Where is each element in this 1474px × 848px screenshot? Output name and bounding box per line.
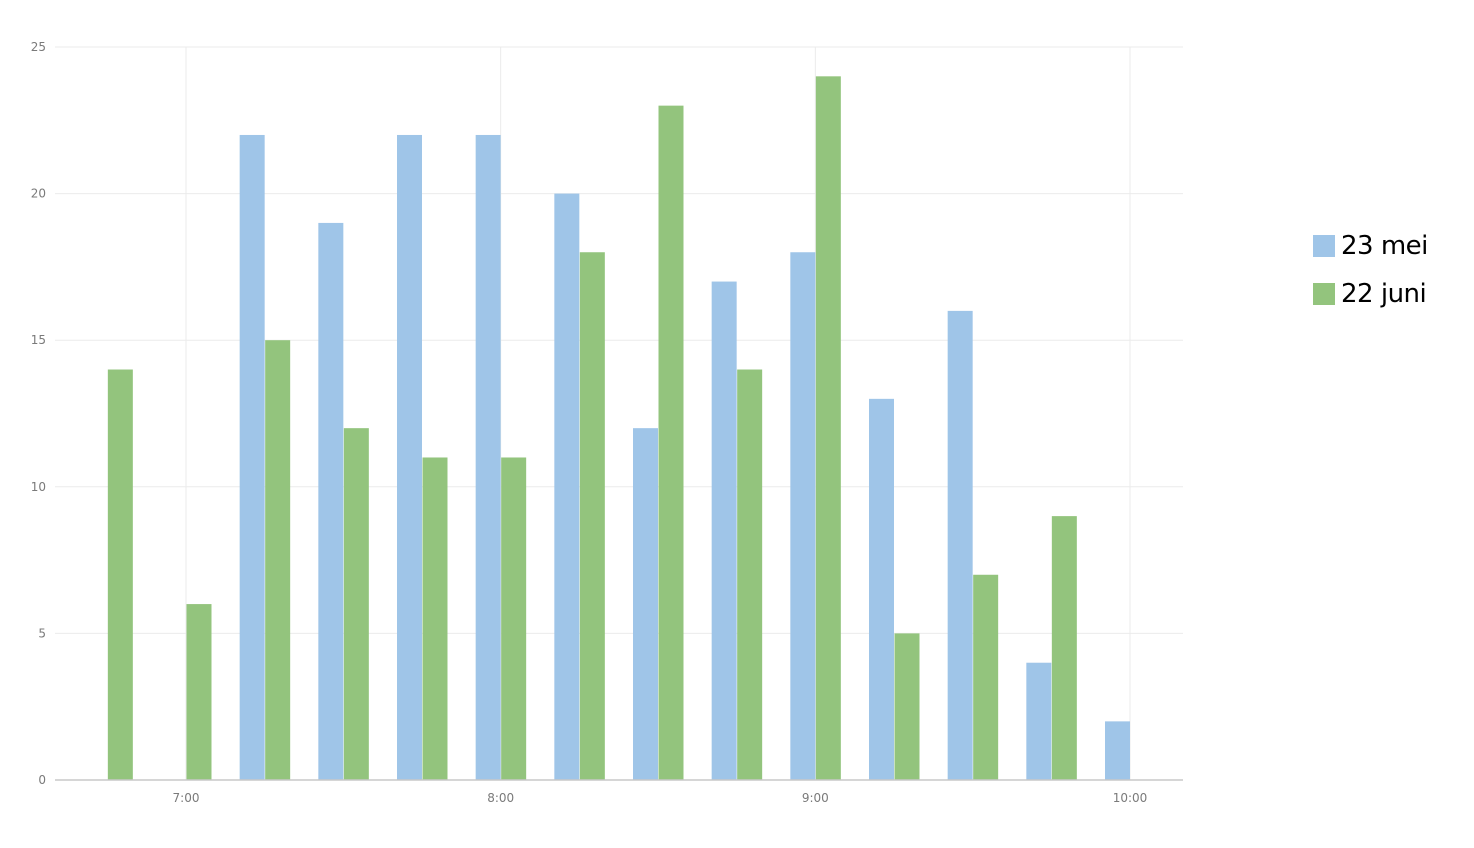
legend-swatch-22-juni [1313,283,1335,305]
legend-label-22-juni: 22 juni [1341,279,1427,309]
bar-22-juni-845 [737,369,763,780]
bar-23-mei-845 [711,281,737,780]
bar-23-mei-930 [947,310,973,780]
legend-swatch-23-mei [1313,235,1335,257]
y-tick-label: 20 [31,187,46,201]
bar-23-mei-815 [554,193,580,781]
bar-23-mei-830 [633,428,658,780]
bar-23-mei-900 [790,252,816,781]
bar-23-mei-945 [1026,662,1052,780]
x-tick-label: 7:00 [173,791,200,805]
bar-23-mei-715 [239,134,265,780]
bar-23-mei-800 [475,134,501,780]
legend-item-22-juni: 22 juni [1313,270,1428,318]
y-tick-label: 15 [31,333,46,347]
bar-22-juni-745 [422,457,448,780]
bar-22-juni-715 [265,340,291,780]
y-tick-label: 10 [31,480,46,494]
bar-22-juni-915 [894,633,920,780]
bar-23-mei-1000 [1105,721,1130,780]
bar-22-juni-645 [107,369,133,780]
legend: 23 mei 22 juni [1313,222,1428,318]
legend-label-23-mei: 23 mei [1341,231,1428,261]
x-tick-label: 9:00 [802,791,829,805]
bar-22-juni-700 [186,604,212,780]
bar-23-mei-745 [397,134,422,780]
bar-23-mei-915 [869,398,894,780]
bar-22-juni-830 [658,105,684,780]
bar-22-juni-930 [973,574,999,780]
legend-item-23-mei: 23 mei [1313,222,1428,270]
bar-22-juni-815 [579,252,605,781]
y-tick-label: 5 [38,626,46,640]
y-tick-label: 25 [31,40,46,54]
bar-22-juni-900 [815,76,841,780]
x-tick-label: 8:00 [487,791,514,805]
bar-22-juni-945 [1051,516,1077,780]
bar-22-juni-800 [501,457,527,780]
y-tick-label: 0 [38,773,46,787]
bar-23-mei-730 [318,222,344,781]
bar-22-juni-730 [343,428,369,780]
x-tick-label: 10:00 [1113,791,1148,805]
